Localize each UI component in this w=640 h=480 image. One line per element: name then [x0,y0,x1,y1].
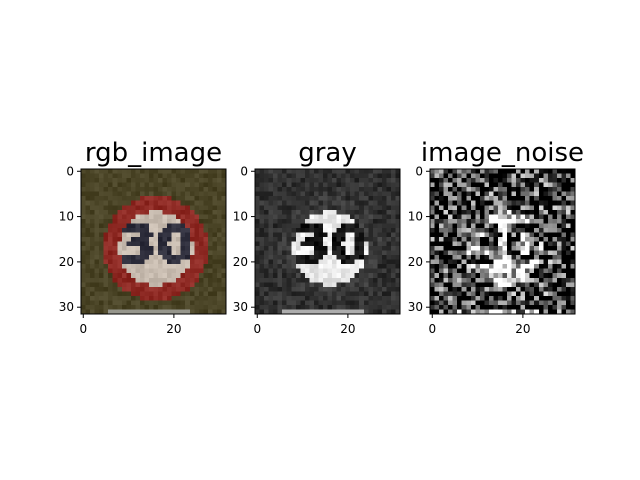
y-tick-label: 0 [240,164,248,178]
y-tick-label: 20 [408,255,423,269]
panel-title: image_noise [421,138,584,168]
y-tick-label: 20 [233,255,248,269]
axes-frame [429,168,576,315]
y-tick-label: 0 [66,164,74,178]
x-tick-label: 20 [515,322,530,336]
y-tick-label: 10 [59,210,74,224]
axes-frame [80,168,227,315]
panel-title: gray [298,138,357,168]
y-tick-label: 10 [233,210,248,224]
heatmap-image [255,169,400,314]
x-tick-label: 20 [340,322,355,336]
x-tick-label: 0 [428,322,436,336]
y-tick-label: 0 [415,164,423,178]
y-tick-label: 30 [233,300,248,314]
x-tick-label: 0 [79,322,87,336]
y-tick-label: 20 [59,255,74,269]
x-tick-label: 0 [253,322,261,336]
panel-rgb-image: rgb_image 0 10 20 30 0 20 [59,138,227,336]
y-tick-label: 10 [408,210,423,224]
heatmap-image [430,169,575,314]
heatmap-image [81,169,226,314]
y-tick-label: 30 [59,300,74,314]
axes-frame [254,168,401,315]
x-tick-label: 20 [166,322,181,336]
panel-gray: gray 0 10 20 30 0 20 [233,138,401,336]
y-tick-label: 30 [408,300,423,314]
panel-title: rgb_image [85,138,222,168]
